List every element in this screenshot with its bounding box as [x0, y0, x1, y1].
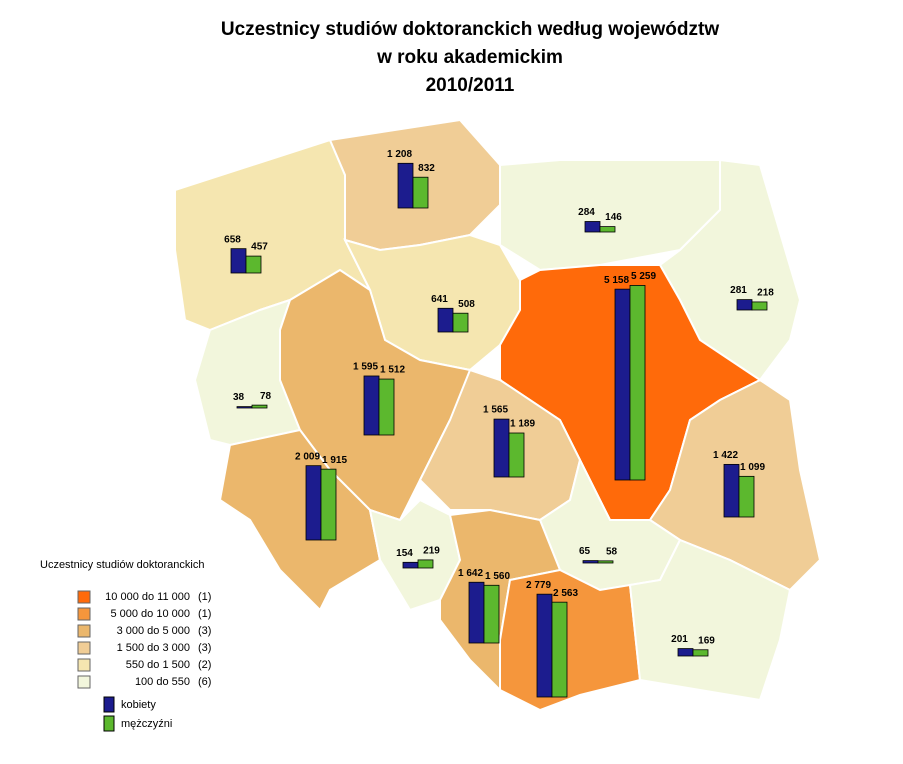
value-label: 832 — [418, 163, 435, 174]
legend-count: (2) — [198, 659, 211, 671]
legend-label: 100 do 550 — [135, 676, 190, 688]
region — [218, 428, 382, 612]
value-label: 284 — [578, 207, 595, 218]
bar — [582, 560, 599, 564]
value-label: 1 512 — [380, 365, 405, 376]
region — [499, 159, 721, 272]
legend-swatch — [77, 590, 91, 604]
bar — [397, 162, 414, 209]
legend-label: 1 500 do 3 000 — [117, 642, 190, 654]
value-label: 219 — [423, 546, 440, 557]
value-label: 281 — [730, 285, 747, 296]
bar — [677, 648, 694, 657]
bar — [412, 176, 429, 209]
bar — [236, 406, 253, 409]
bar — [551, 601, 568, 698]
legend-count: (3) — [198, 625, 211, 637]
value-label: 154 — [396, 548, 413, 559]
legend-count: (1) — [198, 591, 211, 603]
legend-label: 3 000 do 5 000 — [117, 625, 190, 637]
bar — [614, 288, 631, 481]
value-label: 5 259 — [631, 271, 656, 282]
value-label: 201 — [671, 634, 688, 645]
value-label: 1 208 — [387, 149, 412, 160]
value-label: 1 565 — [483, 405, 508, 416]
bar — [378, 378, 395, 436]
value-label: 2 563 — [553, 588, 578, 599]
bar — [320, 468, 337, 541]
bar — [452, 312, 469, 333]
legend-count: (6) — [198, 676, 211, 688]
value-label: 658 — [224, 234, 241, 245]
legend-swatch — [77, 641, 91, 655]
legend-swatch — [77, 658, 91, 672]
bar — [736, 299, 753, 311]
legend-count: (1) — [198, 608, 211, 620]
bar — [738, 475, 755, 518]
value-label: 1 099 — [740, 462, 765, 473]
legend-label: 550 do 1 500 — [126, 659, 190, 671]
value-label: 65 — [579, 546, 591, 557]
bar — [597, 560, 614, 564]
legend-swatch — [77, 624, 91, 638]
bar — [305, 465, 322, 541]
value-label: 2 779 — [526, 580, 551, 591]
value-label: 1 595 — [353, 362, 378, 373]
bar — [599, 226, 616, 233]
bar — [536, 593, 553, 698]
bar — [629, 285, 646, 481]
title: w roku akademickim — [376, 47, 563, 68]
bar — [417, 559, 434, 569]
bar — [230, 248, 247, 274]
bar — [493, 418, 510, 478]
value-label: 169 — [698, 635, 715, 646]
legend-series: mężczyźni — [121, 718, 172, 730]
value-label: 641 — [431, 294, 448, 305]
legend-label: 5 000 do 10 000 — [110, 608, 190, 620]
bar — [723, 463, 740, 518]
value-label: 1 560 — [485, 571, 510, 582]
legend-count: (3) — [198, 642, 211, 654]
value-label: 2 009 — [295, 451, 320, 462]
legend-series: kobiety — [121, 699, 156, 711]
bar — [751, 301, 768, 311]
legend-label: 10 000 do 11 000 — [105, 591, 190, 603]
value-label: 5 158 — [604, 275, 629, 286]
bar — [437, 307, 454, 333]
region — [499, 568, 642, 712]
value-label: 457 — [251, 242, 268, 253]
value-label: 146 — [605, 212, 622, 223]
value-label: 58 — [606, 546, 618, 557]
bar — [251, 404, 268, 409]
legend-swatch — [103, 715, 115, 732]
value-label: 1 642 — [458, 568, 483, 579]
title: 2010/2011 — [426, 75, 515, 96]
value-label: 38 — [233, 392, 245, 403]
bar — [245, 255, 262, 274]
legend-swatch — [77, 607, 91, 621]
bar — [508, 432, 525, 478]
legend-swatch — [77, 675, 91, 689]
legend-swatch — [103, 696, 115, 713]
title: Uczestnicy studiów doktoranckich według … — [221, 19, 720, 40]
bar — [363, 375, 380, 436]
legend-title: Uczestnicy studiów doktoranckich — [40, 559, 204, 571]
value-label: 78 — [260, 391, 272, 402]
region — [628, 538, 792, 702]
bar — [584, 221, 601, 233]
bar — [692, 649, 709, 657]
value-label: 1 422 — [713, 450, 738, 461]
bar — [483, 584, 500, 644]
bar — [468, 581, 485, 644]
value-label: 1 915 — [322, 455, 347, 466]
value-label: 1 189 — [510, 419, 535, 430]
value-label: 508 — [458, 299, 475, 310]
value-label: 218 — [757, 288, 774, 299]
bar — [402, 561, 419, 569]
